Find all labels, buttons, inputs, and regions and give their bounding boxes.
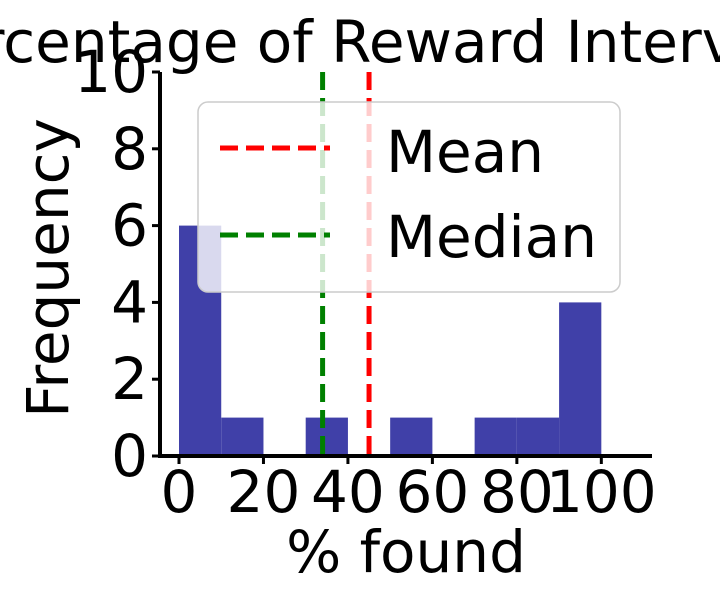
x-tick-label-60: 60 bbox=[395, 458, 469, 526]
x-tick-label-40: 40 bbox=[311, 458, 385, 526]
legend: Mean Median bbox=[197, 101, 621, 293]
x-tick-label-80: 80 bbox=[480, 458, 554, 526]
y-tick-label-2: 2 bbox=[111, 345, 148, 413]
histogram-bar-8 bbox=[516, 417, 560, 456]
histogram-bar-5 bbox=[390, 417, 433, 456]
legend-median-label: Median bbox=[386, 203, 597, 271]
chart-title: Percentage of Reward Intervals bbox=[0, 8, 720, 76]
y-tick-label-4: 4 bbox=[111, 268, 148, 336]
histogram-bar-9 bbox=[559, 302, 602, 456]
x-tick-label-100: 100 bbox=[546, 458, 657, 526]
y-tick-label-10: 10 bbox=[74, 38, 148, 106]
y-tick-label-0: 0 bbox=[111, 422, 148, 490]
y-tick-label-8: 8 bbox=[111, 115, 148, 183]
y-tick-label-6: 6 bbox=[111, 192, 148, 260]
x-tick-label-0: 0 bbox=[161, 458, 198, 526]
y-axis-label: Frequency bbox=[14, 118, 82, 418]
histogram-bar-1 bbox=[221, 417, 264, 456]
x-axis-label: % found bbox=[286, 518, 526, 586]
histogram-bar-3 bbox=[305, 417, 348, 456]
histogram-bar-7 bbox=[474, 417, 517, 456]
x-tick-label-20: 20 bbox=[227, 458, 301, 526]
legend-mean-label: Mean bbox=[386, 118, 544, 186]
y-ticks: 0 2 4 6 8 10 bbox=[74, 38, 160, 490]
